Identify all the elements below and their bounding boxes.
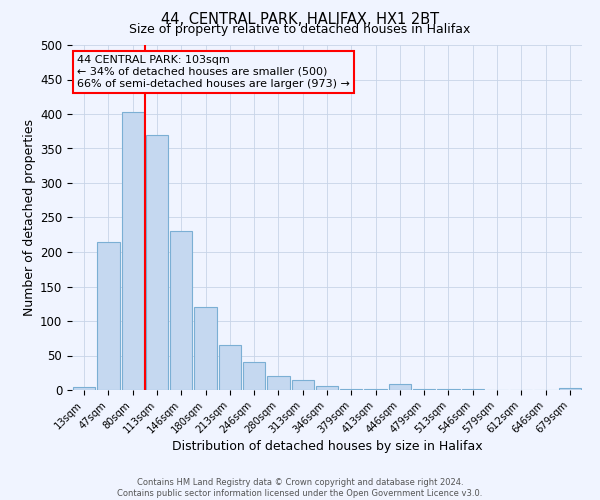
Text: 44, CENTRAL PARK, HALIFAX, HX1 2BT: 44, CENTRAL PARK, HALIFAX, HX1 2BT (161, 12, 439, 28)
Bar (73, 386, 95, 390)
Bar (218, 345, 241, 390)
Bar (559, 388, 581, 390)
Bar (389, 384, 411, 390)
Bar (194, 307, 217, 390)
Text: Contains HM Land Registry data © Crown copyright and database right 2024.
Contai: Contains HM Land Registry data © Crown c… (118, 478, 482, 498)
Bar (267, 376, 290, 390)
Text: Size of property relative to detached houses in Halifax: Size of property relative to detached ho… (130, 22, 470, 36)
Bar (97, 242, 119, 390)
Bar (340, 388, 362, 390)
Bar (146, 134, 168, 390)
Bar (243, 362, 265, 390)
Bar (292, 380, 314, 390)
Bar (413, 388, 436, 390)
Bar (122, 112, 144, 390)
X-axis label: Distribution of detached houses by size in Halifax: Distribution of detached houses by size … (172, 440, 482, 452)
Bar (170, 232, 193, 390)
Bar (316, 386, 338, 390)
Y-axis label: Number of detached properties: Number of detached properties (23, 119, 36, 316)
Text: 44 CENTRAL PARK: 103sqm
← 34% of detached houses are smaller (500)
66% of semi-d: 44 CENTRAL PARK: 103sqm ← 34% of detache… (77, 56, 350, 88)
Bar (437, 388, 460, 390)
